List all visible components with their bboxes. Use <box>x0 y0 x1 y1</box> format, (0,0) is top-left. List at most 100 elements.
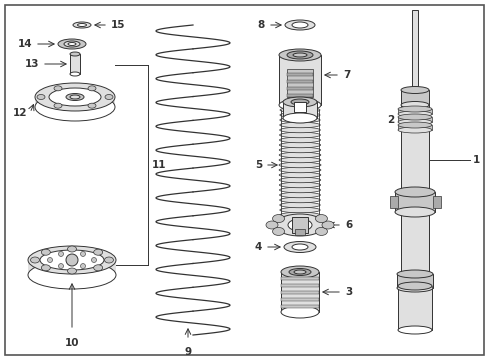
Ellipse shape <box>279 112 320 118</box>
Ellipse shape <box>290 99 308 105</box>
Ellipse shape <box>67 268 76 274</box>
Ellipse shape <box>281 266 318 278</box>
Text: 9: 9 <box>184 347 191 357</box>
Ellipse shape <box>54 103 62 108</box>
Ellipse shape <box>68 42 76 45</box>
Text: 2: 2 <box>386 115 393 125</box>
Ellipse shape <box>288 269 310 275</box>
Text: 13: 13 <box>24 59 39 69</box>
Ellipse shape <box>394 187 434 197</box>
Bar <box>279 55 320 105</box>
Text: 4: 4 <box>254 242 262 252</box>
Ellipse shape <box>397 119 431 125</box>
Ellipse shape <box>105 95 113 99</box>
Bar <box>397 109 431 114</box>
Text: 1: 1 <box>472 155 479 165</box>
Ellipse shape <box>283 97 316 107</box>
Ellipse shape <box>279 197 320 203</box>
Ellipse shape <box>279 192 320 198</box>
Circle shape <box>59 264 63 269</box>
Bar <box>293 102 305 112</box>
Ellipse shape <box>67 246 76 252</box>
Ellipse shape <box>64 41 80 47</box>
Ellipse shape <box>94 249 102 255</box>
Ellipse shape <box>286 51 312 59</box>
Ellipse shape <box>283 113 316 123</box>
Ellipse shape <box>284 242 315 252</box>
Circle shape <box>81 264 85 269</box>
Bar <box>281 272 318 312</box>
Ellipse shape <box>279 142 320 148</box>
Ellipse shape <box>272 215 284 222</box>
Ellipse shape <box>279 182 320 188</box>
Bar <box>70 54 80 74</box>
Bar <box>35 97 115 107</box>
Ellipse shape <box>279 122 320 128</box>
Ellipse shape <box>49 88 101 106</box>
Bar <box>281 305 318 308</box>
Bar <box>396 274 432 288</box>
Bar <box>397 117 431 122</box>
Bar <box>286 80 312 83</box>
Ellipse shape <box>321 221 333 229</box>
Bar <box>411 10 417 95</box>
Circle shape <box>59 251 63 256</box>
Ellipse shape <box>279 187 320 193</box>
Ellipse shape <box>400 102 428 108</box>
Text: 5: 5 <box>254 160 262 170</box>
Ellipse shape <box>397 114 431 120</box>
Bar <box>281 291 318 294</box>
Ellipse shape <box>279 157 320 163</box>
Ellipse shape <box>279 99 320 111</box>
Ellipse shape <box>35 83 115 111</box>
Bar <box>400 210 428 275</box>
Text: 3: 3 <box>345 287 351 297</box>
Ellipse shape <box>70 95 80 99</box>
Ellipse shape <box>279 212 320 218</box>
Text: 11: 11 <box>152 160 166 170</box>
Ellipse shape <box>279 202 320 208</box>
Bar <box>294 229 305 235</box>
Ellipse shape <box>279 177 320 183</box>
Ellipse shape <box>35 93 115 121</box>
Bar <box>291 217 307 233</box>
Bar <box>389 196 397 208</box>
Ellipse shape <box>279 132 320 138</box>
Ellipse shape <box>279 207 320 213</box>
Ellipse shape <box>70 72 80 76</box>
Ellipse shape <box>396 284 432 292</box>
Bar <box>432 196 440 208</box>
Ellipse shape <box>279 127 320 133</box>
Ellipse shape <box>280 107 319 113</box>
Ellipse shape <box>73 22 91 28</box>
Ellipse shape <box>272 228 284 235</box>
Ellipse shape <box>397 326 431 334</box>
Bar <box>286 87 312 90</box>
Ellipse shape <box>279 117 320 123</box>
Ellipse shape <box>293 270 305 274</box>
Ellipse shape <box>315 228 327 235</box>
Ellipse shape <box>394 207 434 217</box>
Ellipse shape <box>396 270 432 278</box>
Ellipse shape <box>279 167 320 173</box>
Ellipse shape <box>397 282 431 290</box>
Bar <box>400 90 428 105</box>
Ellipse shape <box>279 137 320 143</box>
Ellipse shape <box>54 86 62 91</box>
Ellipse shape <box>41 249 50 255</box>
Bar <box>397 286 431 330</box>
Ellipse shape <box>58 39 86 49</box>
Bar <box>286 94 312 97</box>
Ellipse shape <box>315 215 327 222</box>
Bar <box>283 102 316 118</box>
Ellipse shape <box>274 214 325 236</box>
Bar <box>397 125 431 130</box>
Ellipse shape <box>28 246 116 274</box>
Ellipse shape <box>70 52 80 56</box>
Ellipse shape <box>287 219 311 231</box>
Ellipse shape <box>291 22 307 28</box>
Ellipse shape <box>279 49 320 61</box>
Bar <box>400 95 428 255</box>
Text: 8: 8 <box>257 20 264 30</box>
Ellipse shape <box>400 86 428 94</box>
